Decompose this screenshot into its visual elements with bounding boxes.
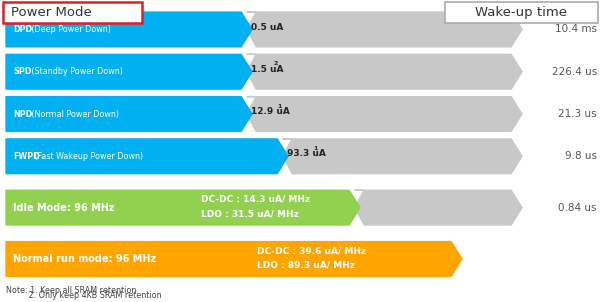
Text: 9.8 us: 9.8 us (565, 151, 597, 161)
Text: LDO : 31.5 uA/ MHz: LDO : 31.5 uA/ MHz (201, 209, 298, 218)
Polygon shape (247, 12, 522, 47)
Text: Power Mode: Power Mode (11, 5, 92, 19)
Polygon shape (6, 139, 288, 174)
Text: Note: 1. Keep all SRAM retention: Note: 1. Keep all SRAM retention (6, 286, 136, 295)
Polygon shape (355, 190, 522, 225)
Text: 0.84 us: 0.84 us (559, 203, 597, 213)
Text: (Fast Wakeup Power Down): (Fast Wakeup Power Down) (32, 152, 143, 161)
Text: Normal run mode: 96 MHz: Normal run mode: 96 MHz (13, 254, 157, 264)
Text: NPD: NPD (13, 110, 32, 118)
FancyBboxPatch shape (445, 2, 598, 23)
Text: 1: 1 (277, 104, 281, 109)
Text: FWPD: FWPD (13, 152, 40, 161)
Polygon shape (247, 54, 522, 89)
Polygon shape (6, 97, 252, 131)
Text: 12.9 uA: 12.9 uA (251, 107, 290, 116)
FancyBboxPatch shape (3, 2, 142, 23)
Text: 2: 2 (274, 61, 278, 66)
Polygon shape (6, 242, 462, 276)
Polygon shape (283, 139, 522, 174)
Text: (Standby Power Down): (Standby Power Down) (29, 67, 122, 76)
Text: 0.5 uA: 0.5 uA (251, 23, 283, 31)
Text: 1: 1 (313, 146, 317, 151)
Text: DPD: DPD (13, 25, 32, 34)
Text: (Deep Power Down): (Deep Power Down) (29, 25, 110, 34)
Text: 226.4 us: 226.4 us (552, 67, 597, 77)
Text: DC-DC : 14.3 uA/ MHz: DC-DC : 14.3 uA/ MHz (201, 195, 310, 204)
Text: (Normal Power Down): (Normal Power Down) (29, 110, 119, 118)
Polygon shape (6, 12, 252, 47)
Text: 93.3 uA: 93.3 uA (287, 149, 326, 158)
Text: SPD: SPD (13, 67, 32, 76)
Text: 21.3 us: 21.3 us (559, 109, 597, 119)
Text: 2. Only keep 4KB SRAM retention: 2. Only keep 4KB SRAM retention (6, 291, 161, 300)
Polygon shape (6, 190, 360, 225)
Polygon shape (6, 54, 252, 89)
Text: DC-DC : 39.6 uA/ MHz: DC-DC : 39.6 uA/ MHz (257, 246, 366, 255)
Text: 10.4 ms: 10.4 ms (555, 24, 597, 34)
Text: Wake-up time: Wake-up time (475, 5, 568, 19)
Text: 1.5 uA: 1.5 uA (251, 65, 283, 74)
Polygon shape (247, 97, 522, 131)
Text: LDO : 89.3 uA/ MHz: LDO : 89.3 uA/ MHz (257, 261, 355, 269)
Text: Idle Mode: 96 MHz: Idle Mode: 96 MHz (13, 203, 115, 213)
